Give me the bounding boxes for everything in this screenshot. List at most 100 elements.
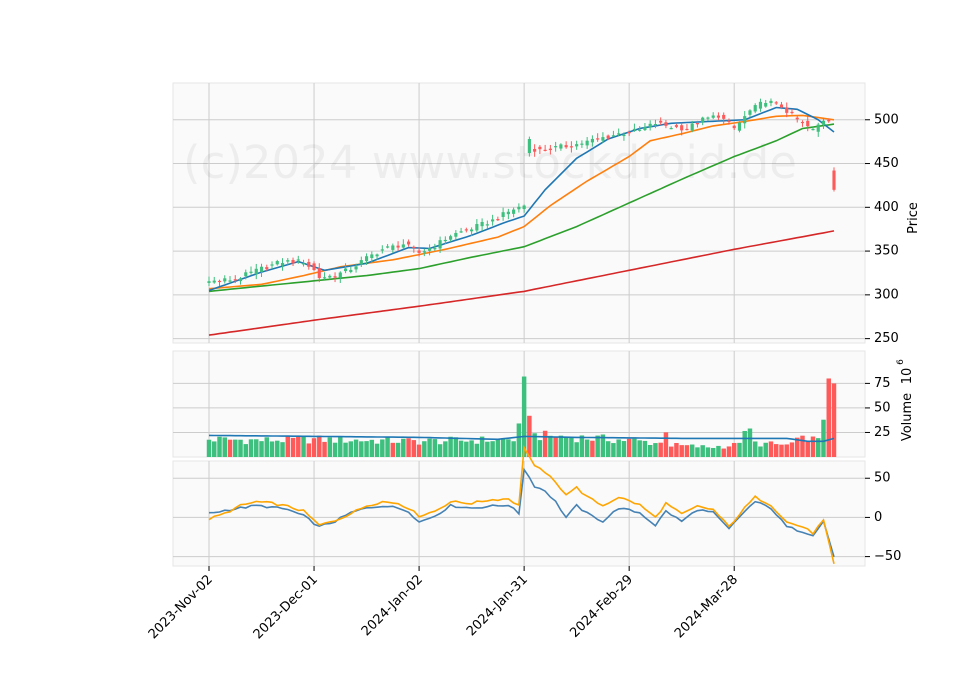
volume-bar (453, 437, 459, 457)
volume-bar (248, 439, 254, 457)
volume-bar (269, 441, 275, 457)
volume-bar (558, 435, 564, 457)
volume-bar (490, 441, 495, 457)
volume-bar (742, 430, 747, 457)
candle-body (286, 260, 290, 262)
candle-body (359, 260, 363, 265)
volume-bar (516, 423, 522, 457)
volume-tick-label: 50 (874, 400, 891, 415)
candle-body (811, 128, 815, 131)
candle-body (480, 221, 484, 227)
candle-body (301, 263, 306, 265)
candle-body (522, 205, 526, 210)
candle-body (364, 256, 369, 262)
volume-bar (317, 435, 322, 457)
candle-body (349, 269, 353, 273)
volume-bar (443, 441, 448, 457)
candle-body (354, 266, 358, 270)
candle-body (317, 268, 321, 279)
candle-body (643, 127, 647, 131)
volume-bar (259, 441, 264, 457)
candle-body (690, 123, 694, 131)
candle-body (259, 266, 264, 272)
volume-bar (810, 436, 816, 457)
candle-body (443, 239, 447, 242)
volume-bar (532, 433, 537, 457)
volume-bar (290, 437, 296, 457)
volume-bar (574, 442, 579, 457)
candle-body (774, 102, 778, 104)
candle-body (433, 248, 437, 250)
volume-bar (752, 441, 758, 457)
candle-body (228, 280, 232, 282)
candle-body (380, 249, 384, 251)
candle-body (611, 135, 615, 137)
price-tick-label: 450 (874, 156, 899, 171)
volume-bar (616, 439, 621, 457)
volume-bar (385, 436, 390, 457)
volume-bar (285, 435, 291, 457)
candle-body (265, 267, 269, 270)
candle-body (454, 232, 458, 237)
price-axis-label: Price (906, 202, 921, 234)
candle-body (543, 149, 547, 151)
volume-bar (301, 436, 306, 457)
volume-bar (411, 440, 417, 457)
volume-bar (238, 439, 243, 457)
volume-bar (700, 445, 705, 457)
volume-bar (816, 438, 821, 457)
price-tick-label: 250 (874, 331, 899, 346)
candle-body (716, 115, 721, 118)
candle-body (449, 236, 453, 240)
candle-body (832, 170, 836, 190)
candle-body (795, 117, 799, 120)
volume-bar (768, 441, 774, 457)
volume-bar (716, 445, 721, 457)
candle-body (407, 241, 411, 245)
volume-bar (479, 436, 485, 457)
candle-body (701, 117, 705, 123)
x-tick-label: 2024-Jan-02 (359, 572, 426, 639)
volume-bar (390, 442, 396, 457)
x-tick-label: 2024-Jan-31 (464, 572, 531, 639)
candle-body (674, 125, 679, 127)
candle-body (428, 248, 432, 251)
volume-tick-label: 75 (874, 376, 891, 391)
candle-body (758, 101, 763, 109)
candle-body (779, 104, 784, 108)
oscillator-line-blue (208, 467, 835, 558)
volume-bar (584, 439, 590, 457)
volume-bar (826, 378, 831, 457)
candle-body (401, 244, 405, 248)
candle-body (659, 120, 663, 123)
volume-bar (275, 440, 280, 457)
volume-bar (679, 445, 684, 457)
volume-bar (227, 439, 233, 457)
candle-body (580, 143, 584, 145)
x-tick-label: 2023-Nov-02 (146, 572, 216, 642)
candle-body (632, 128, 636, 131)
candle-body (548, 148, 552, 151)
oscillator-tick-label: 0 (874, 510, 882, 525)
candle-body (554, 146, 558, 148)
volume-bar (595, 435, 600, 457)
x-tick-label: 2023-Dec-01 (251, 572, 321, 642)
candle-body (800, 121, 805, 124)
candle-body (501, 212, 505, 217)
volume-bar (563, 437, 569, 457)
volume-bar (611, 443, 616, 457)
candle-body (312, 263, 316, 271)
candle-body (596, 138, 600, 140)
volume-bar (332, 442, 338, 457)
candle-body (575, 144, 579, 147)
candle-body (233, 279, 237, 281)
candle-body (328, 275, 332, 278)
candle-body (412, 246, 416, 249)
candle-body (617, 133, 621, 135)
volume-bar (632, 438, 637, 457)
candle-body (338, 272, 342, 278)
volume-bar (795, 437, 800, 457)
volume-bar (243, 444, 248, 457)
volume-bar (542, 430, 548, 457)
